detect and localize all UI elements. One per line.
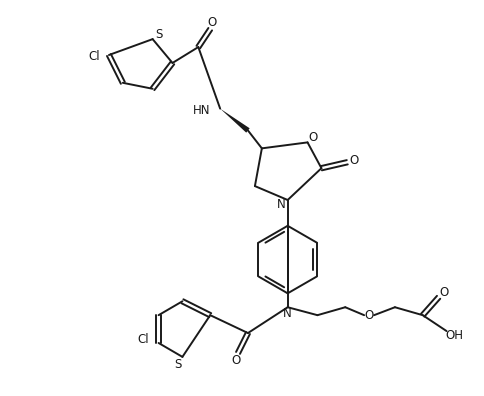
Text: O: O — [349, 154, 359, 167]
Text: O: O — [309, 131, 318, 144]
Text: S: S — [174, 358, 181, 371]
Text: O: O — [231, 354, 241, 367]
Text: N: N — [277, 198, 286, 211]
Text: O: O — [208, 16, 217, 29]
Text: S: S — [155, 28, 162, 41]
Text: O: O — [364, 308, 374, 322]
Text: N: N — [283, 307, 292, 320]
Text: Cl: Cl — [137, 333, 149, 345]
Text: O: O — [439, 286, 448, 299]
Text: Cl: Cl — [88, 51, 100, 63]
Text: HN: HN — [193, 104, 210, 117]
Polygon shape — [220, 109, 250, 133]
Text: OH: OH — [445, 329, 464, 341]
